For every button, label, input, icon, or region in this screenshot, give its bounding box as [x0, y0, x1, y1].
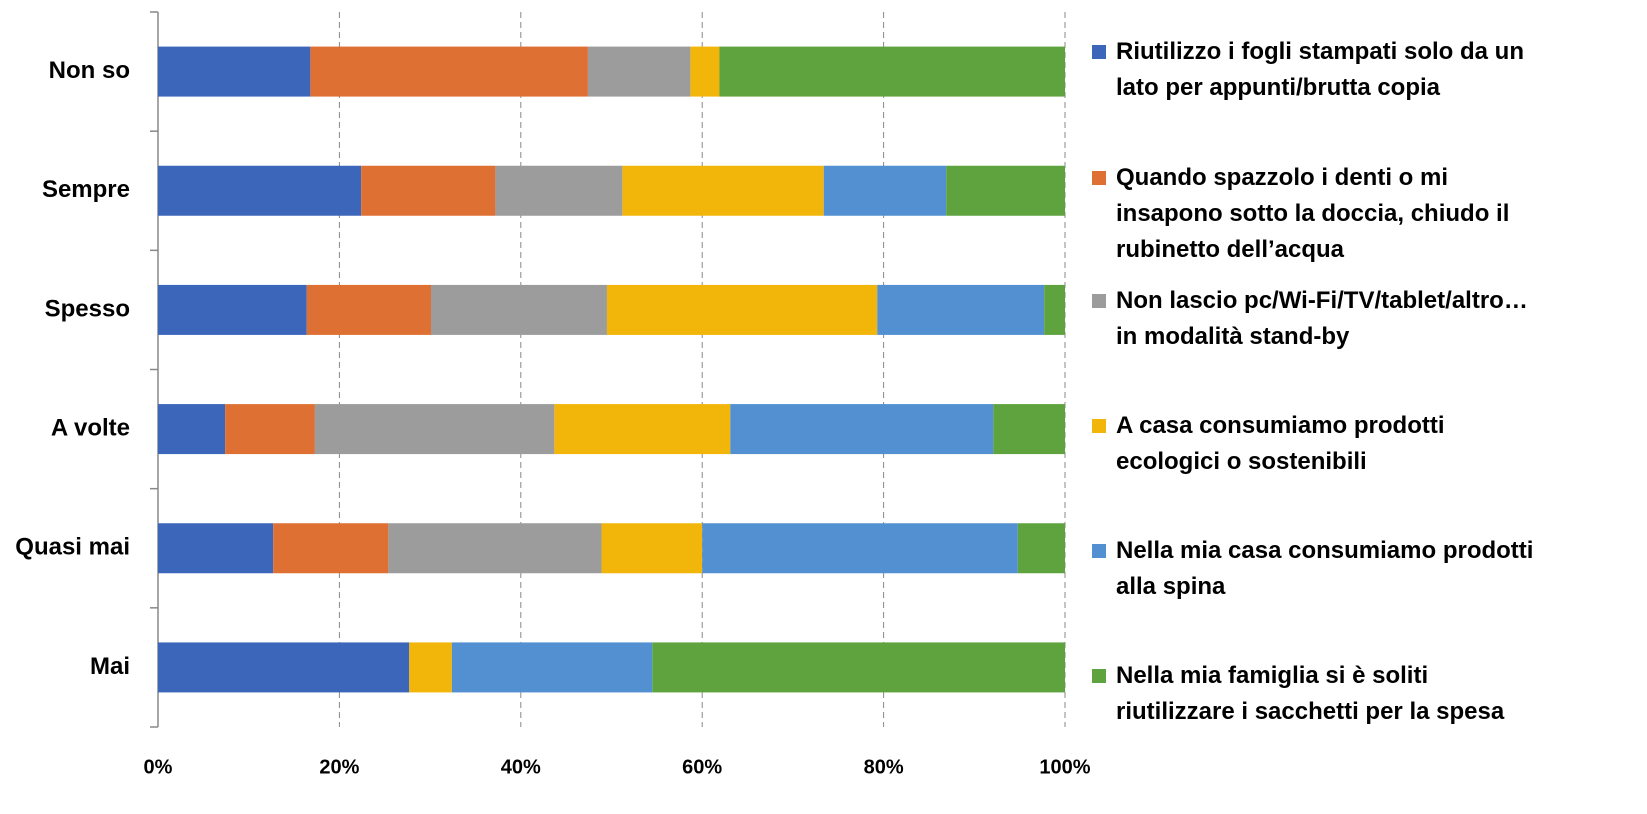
bar-segment: [554, 404, 731, 455]
bar-segment: [361, 165, 496, 216]
bar-segment: [158, 404, 226, 455]
legend-label: Quando spazzolo i denti o mi insapono so…: [1116, 164, 1510, 263]
bar-segment: [158, 165, 362, 216]
legend-swatch: [1092, 294, 1106, 308]
bar-segment: [993, 404, 1065, 455]
y-tick-label: A volte: [51, 414, 130, 441]
bar-segment: [877, 284, 1045, 335]
y-tick-label: Spesso: [45, 295, 130, 322]
x-tick-label: 80%: [864, 756, 904, 778]
legend-swatch: [1092, 419, 1106, 433]
bar-segment: [225, 404, 315, 455]
legend-item: Nella mia famiglia si è soliti riutilizz…: [1092, 658, 1552, 730]
bar-segment: [730, 404, 994, 455]
x-tick-label: 0%: [144, 756, 173, 778]
bar-segment: [158, 642, 410, 693]
bar-segment: [431, 284, 607, 335]
bar-segment: [690, 46, 720, 97]
bar-segment: [273, 523, 389, 574]
bar-segment: [314, 404, 555, 455]
bar-segment: [1017, 523, 1065, 574]
y-tick-label: Sempre: [42, 176, 130, 203]
bar-segment: [587, 46, 691, 97]
bar-segment: [306, 284, 432, 335]
legend-item: Non lascio pc/Wi-Fi/TV/tablet/altro… in …: [1092, 283, 1552, 355]
y-tick-label: Quasi mai: [15, 534, 130, 561]
legend-swatch: [1092, 544, 1106, 558]
bar-segment: [158, 46, 311, 97]
x-tick-label: 60%: [682, 756, 722, 778]
bar-segment: [946, 165, 1065, 216]
bar-segment: [158, 523, 274, 574]
bar-segment: [310, 46, 588, 97]
bar-segment: [158, 284, 307, 335]
legend-label: Riutilizzo i fogli stampati solo da un l…: [1116, 38, 1524, 101]
bar-segment: [719, 46, 1065, 97]
legend-label: Nella mia casa consumiamo prodotti alla …: [1116, 537, 1534, 600]
bar-segment: [601, 523, 703, 574]
x-tick-label: 100%: [1039, 756, 1090, 778]
bar-segment: [388, 523, 602, 574]
legend-item: Nella mia casa consumiamo prodotti alla …: [1092, 533, 1552, 605]
x-tick-label: 20%: [319, 756, 359, 778]
legend-swatch: [1092, 171, 1106, 185]
legend-label: Nella mia famiglia si è soliti riutilizz…: [1116, 662, 1505, 725]
bar-segment: [702, 523, 1018, 574]
bar-segment: [451, 642, 653, 693]
legend-label: Non lascio pc/Wi-Fi/TV/tablet/altro… in …: [1116, 287, 1528, 350]
bar-segment: [622, 165, 824, 216]
bar-segment: [823, 165, 947, 216]
legend-swatch: [1092, 45, 1106, 59]
legend-item: Quando spazzolo i denti o mi insapono so…: [1092, 160, 1552, 268]
y-tick-label: Non so: [49, 57, 130, 84]
bar-segment: [606, 284, 878, 335]
legend-item: Riutilizzo i fogli stampati solo da un l…: [1092, 34, 1552, 106]
bar-segment: [409, 642, 452, 693]
bar-segment: [495, 165, 623, 216]
bar-segment: [652, 642, 1065, 693]
legend-item: A casa consumiamo prodotti ecologici o s…: [1092, 408, 1552, 480]
y-tick-label: Mai: [90, 653, 130, 680]
legend-swatch: [1092, 669, 1106, 683]
x-tick-label: 40%: [501, 756, 541, 778]
legend-label: A casa consumiamo prodotti ecologici o s…: [1116, 412, 1445, 475]
bar-segment: [1044, 284, 1065, 335]
